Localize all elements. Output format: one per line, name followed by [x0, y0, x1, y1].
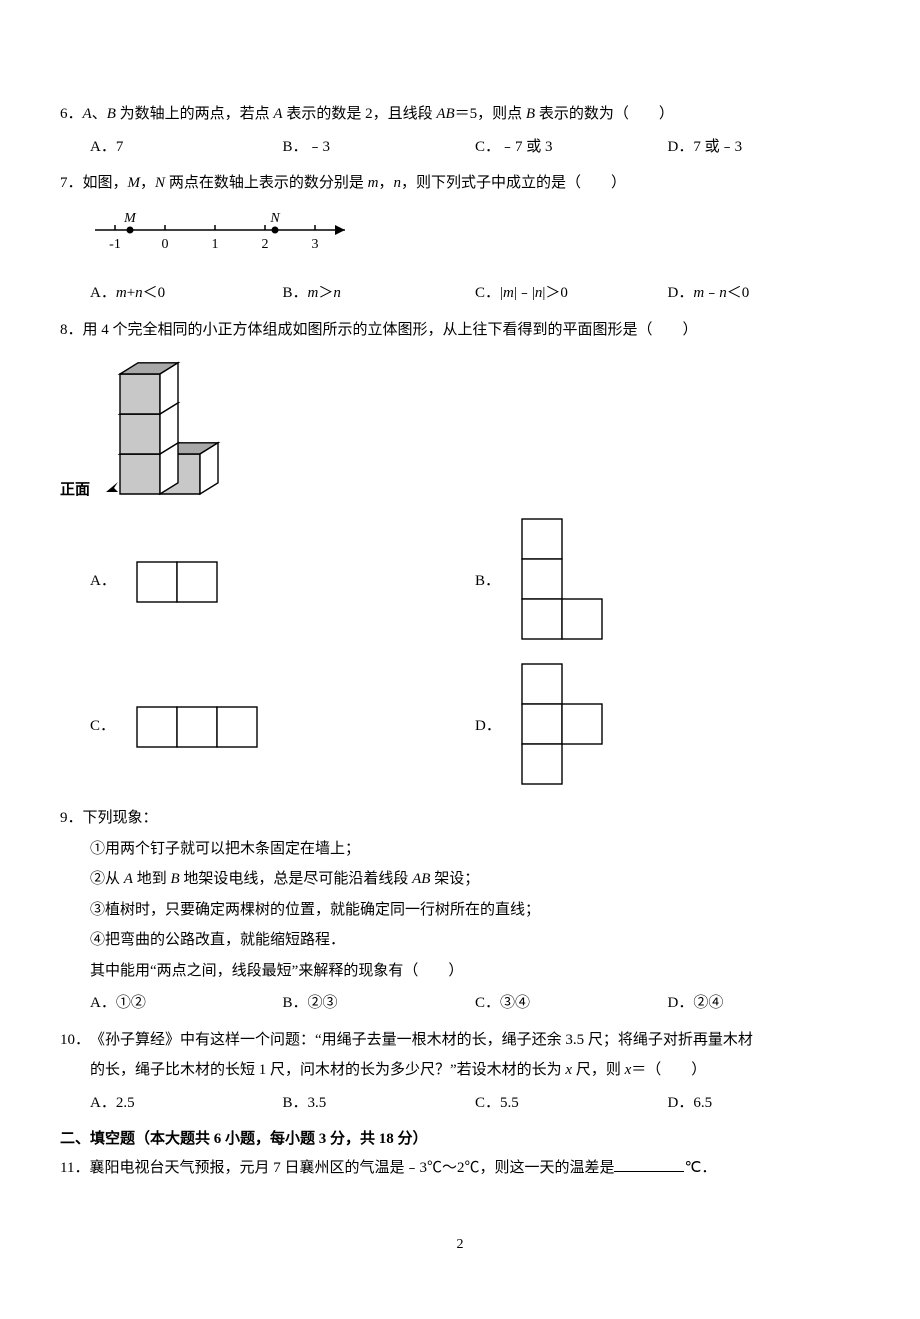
- page-number: 2: [60, 1232, 860, 1259]
- q9-item-3: ③植树时，只要确定两棵树的位置，就能确定同一行树所在的直线；: [60, 896, 860, 925]
- q9-item-1: ①用两个钉子就可以把木条固定在墙上；: [60, 835, 860, 864]
- q6-opt-c: C．﹣7 或 3: [475, 133, 668, 162]
- q10-number: 10．: [60, 1026, 90, 1055]
- q9-opt-c: C．③④: [475, 989, 668, 1018]
- q11-body: 襄阳电视台天气预报，元月 7 日襄州区的气温是﹣3℃～2℃，则这一天的温差是℃．: [89, 1154, 860, 1183]
- question-9: 9． 下列现象： ①用两个钉子就可以把木条固定在墙上； ②从 A 地到 B 地架…: [60, 804, 860, 1018]
- section-2-title: 二、填空题（本大题共 6 小题，每小题 3 分，共 18 分）: [60, 1125, 860, 1154]
- question-7: 7． 如图，M，N 两点在数轴上表示的数分别是 m，n，则下列式子中成立的是（ …: [60, 169, 860, 308]
- q8-opt-c: C．: [90, 702, 475, 752]
- q7-opt-b: B．m＞n: [283, 279, 476, 308]
- q11-text: 11． 襄阳电视台天气预报，元月 7 日襄州区的气温是﹣3℃～2℃，则这一天的温…: [60, 1154, 860, 1183]
- q10-opt-d: D．6.5: [668, 1089, 861, 1118]
- q6-text: 6． A、B 为数轴上的两点，若点 A 表示的数是 2，且线段 AB＝5，则点 …: [60, 100, 860, 129]
- q9-options: A．①② B．②③ C．③④ D．②④: [60, 989, 860, 1018]
- q10-line2: 的长，绳子比木材的长短 1 尺，问木材的长为多少尺？”若设木材的长为 x 尺，则…: [60, 1056, 860, 1085]
- q8-opts-row1: A． B．: [60, 514, 860, 649]
- q10-opt-c: C．5.5: [475, 1089, 668, 1118]
- q6-options: A．7 B．﹣3 C．﹣7 或 3 D．7 或﹣3: [60, 133, 860, 162]
- q9-body: 下列现象：: [83, 804, 860, 833]
- q9-opt-a: A．①②: [90, 989, 283, 1018]
- q9-opt-d: D．②④: [668, 989, 861, 1018]
- q11-number: 11．: [60, 1154, 89, 1183]
- q8-front-label: 正面: [60, 476, 90, 505]
- q7-opt-d: D．m﹣n＜0: [668, 279, 861, 308]
- q8-opt-b: B．: [475, 514, 860, 649]
- q8-opts-row2: C． D．: [60, 659, 860, 794]
- q6-number: 6．: [60, 100, 83, 129]
- q6-opt-b: B．﹣3: [283, 133, 476, 162]
- q6-opt-a: A．7: [90, 133, 283, 162]
- q9-text: 9． 下列现象：: [60, 804, 860, 833]
- svg-text:3: 3: [312, 237, 319, 252]
- q7-options: A．m+n＜0 B．m＞n C．|m|﹣|n|＞0 D．m﹣n＜0: [60, 279, 860, 308]
- q10-opt-a: A．2.5: [90, 1089, 283, 1118]
- q8-cube-figure: 正面: [60, 354, 860, 504]
- q9-qline: 其中能用“两点之间，线段最短”来解释的现象有（ ）: [60, 957, 860, 986]
- question-11: 11． 襄阳电视台天气预报，元月 7 日襄州区的气温是﹣3℃～2℃，则这一天的温…: [60, 1154, 860, 1183]
- q10-text: 10． 《孙子算经》中有这样一个问题：“用绳子去量一根木材的长，绳子还余 3.5…: [60, 1026, 860, 1055]
- q7-numberline: -1 0 1 2 3 M N: [90, 206, 860, 272]
- svg-text:M: M: [123, 211, 137, 226]
- q9-item-2: ②从 A 地到 B 地架设电线，总是尽可能沿着线段 AB 架设；: [60, 865, 860, 894]
- q9-opt-b: B．②③: [283, 989, 476, 1018]
- question-8: 8． 用 4 个完全相同的小正方体组成如图所示的立体图形，从上往下看得到的平面图…: [60, 316, 860, 795]
- q7-text: 7． 如图，M，N 两点在数轴上表示的数分别是 m，n，则下列式子中成立的是（ …: [60, 169, 860, 198]
- svg-text:2: 2: [262, 237, 269, 252]
- q10-opt-b: B．3.5: [283, 1089, 476, 1118]
- q8-body: 用 4 个完全相同的小正方体组成如图所示的立体图形，从上往下看得到的平面图形是（…: [83, 316, 860, 345]
- q10-body: 《孙子算经》中有这样一个问题：“用绳子去量一根木材的长，绳子还余 3.5 尺；将…: [90, 1026, 860, 1055]
- q7-number: 7．: [60, 169, 83, 198]
- svg-text:-1: -1: [109, 237, 121, 252]
- q9-item-4: ④把弯曲的公路改直，就能缩短路程．: [60, 926, 860, 955]
- svg-text:N: N: [269, 211, 280, 226]
- q6-body: A、B 为数轴上的两点，若点 A 表示的数是 2，且线段 AB＝5，则点 B 表…: [83, 100, 860, 129]
- q7-opt-a: A．m+n＜0: [90, 279, 283, 308]
- q6-opt-d: D．7 或﹣3: [668, 133, 861, 162]
- q11-blank: [614, 1157, 684, 1172]
- question-6: 6． A、B 为数轴上的两点，若点 A 表示的数是 2，且线段 AB＝5，则点 …: [60, 100, 860, 161]
- q8-opt-d: D．: [475, 659, 860, 794]
- svg-text:1: 1: [212, 237, 219, 252]
- q8-number: 8．: [60, 316, 83, 345]
- q7-opt-c: C．|m|﹣|n|＞0: [475, 279, 668, 308]
- q7-body: 如图，M，N 两点在数轴上表示的数分别是 m，n，则下列式子中成立的是（ ）: [83, 169, 860, 198]
- q9-number: 9．: [60, 804, 83, 833]
- question-10: 10． 《孙子算经》中有这样一个问题：“用绳子去量一根木材的长，绳子还余 3.5…: [60, 1026, 860, 1118]
- q8-text: 8． 用 4 个完全相同的小正方体组成如图所示的立体图形，从上往下看得到的平面图…: [60, 316, 860, 345]
- q10-options: A．2.5 B．3.5 C．5.5 D．6.5: [60, 1089, 860, 1118]
- q8-opt-a: A．: [90, 557, 475, 607]
- svg-text:0: 0: [162, 237, 169, 252]
